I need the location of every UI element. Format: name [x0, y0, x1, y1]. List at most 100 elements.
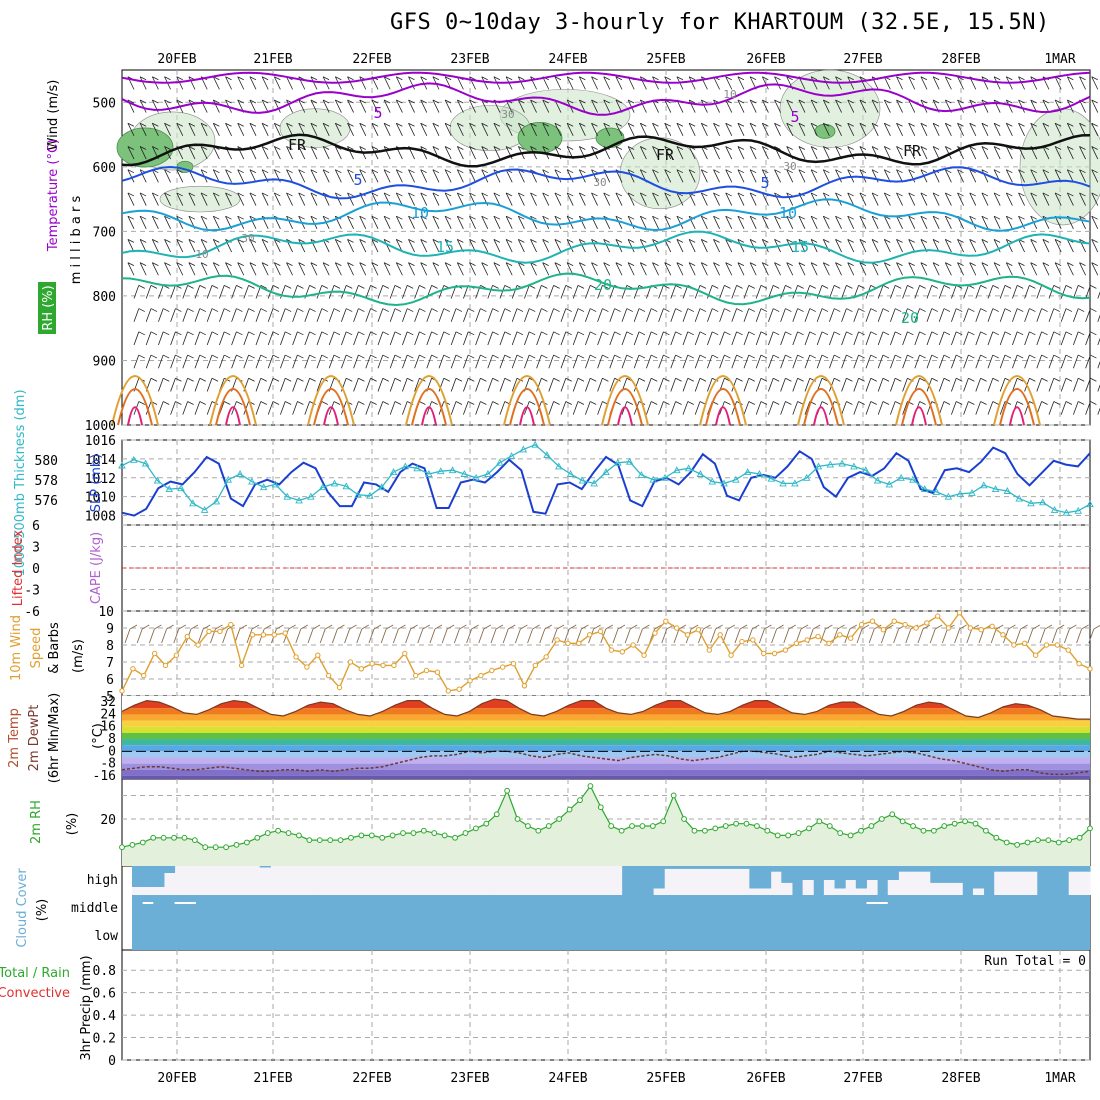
rh-point	[764, 827, 771, 834]
wind-barb	[780, 285, 786, 299]
wind-barb-10m	[1015, 628, 1022, 644]
wind-barb	[414, 331, 420, 346]
wind-barb	[585, 331, 591, 346]
wind-barb-flag	[347, 146, 354, 150]
wind-y-tick: 5	[106, 690, 114, 705]
wind-barb-10m-flag	[678, 624, 687, 630]
wind-barb-flag	[504, 308, 511, 312]
wind-barb	[408, 262, 415, 276]
cloud-high-gap	[323, 866, 335, 895]
cs-y-tick: 700	[93, 225, 116, 240]
wind-barb-flag	[187, 308, 194, 312]
rh-high-shading	[517, 121, 563, 154]
wind-barb-flag	[859, 169, 867, 174]
wind-barb	[359, 169, 367, 183]
temp-color-band	[122, 720, 1090, 727]
wind-barb	[597, 285, 603, 299]
wind-barb-flag	[713, 192, 720, 197]
thickness-point	[1015, 494, 1023, 502]
rh-area	[122, 786, 1090, 866]
wind-barb-flag	[225, 122, 232, 127]
wind-barb	[1073, 331, 1079, 346]
wind-barb-flag	[579, 169, 586, 174]
cloud-high-gap	[866, 880, 878, 895]
wind-barb-flag	[261, 99, 269, 104]
wind-barb	[212, 76, 220, 90]
wind-barb	[932, 76, 940, 90]
wind-barb-flag	[663, 401, 670, 405]
wind-barb	[353, 354, 359, 369]
wind-barb-flag	[480, 308, 487, 312]
wind-barb	[944, 192, 952, 206]
wind-barb	[810, 216, 818, 229]
wind-barb-flag	[920, 146, 928, 150]
cloud-high-bar	[845, 866, 857, 880]
wind-barb-flag	[347, 99, 354, 104]
wind-barb	[1079, 123, 1086, 137]
wind-barb	[304, 331, 310, 346]
wind-barb-flag	[285, 331, 292, 336]
rh-point	[212, 844, 219, 851]
wind-speed-point	[989, 623, 995, 629]
cloud-high-gap	[760, 888, 772, 895]
wind-barb	[371, 99, 379, 113]
wind-barb-flag	[138, 284, 145, 289]
wind-barb-flag	[127, 262, 135, 267]
cloud-high-gap	[600, 866, 612, 895]
wind-barb-flag	[211, 308, 219, 312]
wind-barb	[609, 308, 615, 322]
wind-barb	[542, 192, 550, 206]
wind-barb-flag	[309, 377, 316, 382]
wind-barb-flag	[248, 377, 255, 382]
wind-barb-flag	[798, 122, 806, 127]
surface-temp-contour	[503, 375, 551, 426]
wind-barb	[932, 239, 940, 253]
precip-y-tick: 0.6	[93, 987, 116, 1002]
wind-barb-flag	[895, 284, 902, 289]
wind-barb	[932, 123, 940, 137]
wind-barb-flag	[518, 76, 525, 81]
wind-barb-flag	[591, 192, 598, 197]
wind-barb-flag	[748, 377, 755, 382]
wind-barb-10m	[319, 628, 326, 644]
wind-barb	[347, 76, 354, 90]
wind-barb-10m	[1051, 628, 1058, 644]
wind-barb-flag	[932, 99, 940, 104]
wind-barb-flag	[981, 192, 989, 197]
cloud-high-bar	[972, 866, 985, 889]
wind-barb-flag	[152, 99, 159, 104]
wind-barb-flag	[274, 146, 281, 150]
wind-barb	[829, 401, 835, 415]
cloud-high-bar	[940, 866, 953, 883]
wind-barb	[688, 216, 696, 229]
wind-speed-point	[684, 632, 691, 638]
wind-barb-flag	[457, 192, 464, 197]
wind-barb-flag	[396, 192, 403, 197]
wind-barb-flag	[627, 215, 635, 220]
wind-barb	[170, 331, 176, 346]
wind-barb-flag	[810, 192, 818, 197]
wind-barb-flag	[737, 146, 745, 150]
wind-barb	[646, 354, 652, 369]
wind-barb	[383, 99, 391, 113]
wind-barb	[871, 99, 879, 113]
wind-barb	[804, 308, 811, 322]
wind-barb-flag	[1006, 262, 1013, 267]
wind-barb-flag	[187, 331, 194, 336]
wind-barb-flag	[493, 146, 501, 150]
wind-barb	[1091, 99, 1099, 113]
wind-barb-flag	[297, 308, 304, 312]
wind-barb	[847, 99, 855, 113]
wind-barb	[670, 354, 676, 369]
wind-barb	[853, 354, 859, 369]
wind-barb	[298, 99, 306, 113]
wind-barb-10m-flag	[800, 624, 809, 630]
thickness-line	[121, 443, 1091, 514]
wind-speed-point	[162, 662, 169, 669]
wind-barb	[280, 378, 286, 392]
surface-temp-contour	[617, 406, 633, 426]
rh-point	[712, 825, 719, 832]
wind-barb-flag	[431, 284, 438, 289]
wind-barb-flag	[274, 122, 281, 127]
wind-barb	[841, 354, 847, 369]
